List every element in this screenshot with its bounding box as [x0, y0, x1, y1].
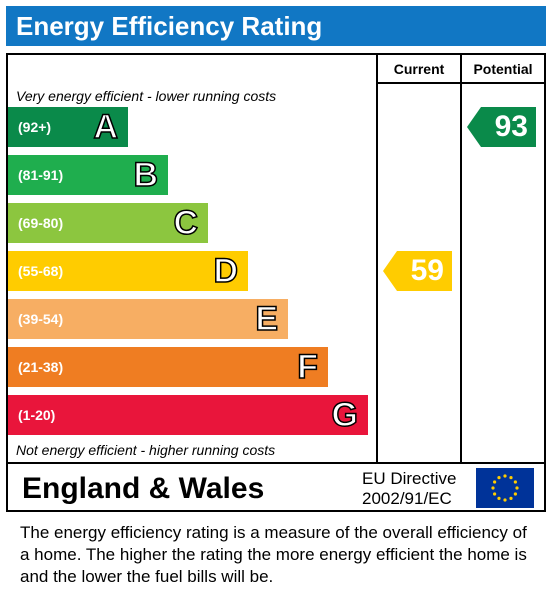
column-header-current: Current	[393, 61, 445, 77]
eu-star-icon	[493, 480, 497, 484]
rating-letter-c: C	[173, 203, 199, 243]
rating-bar-b: (81-91) B	[8, 155, 168, 195]
country-label: England & Wales	[22, 472, 265, 505]
rating-value-current: 59	[410, 254, 444, 287]
rating-range-d: (55-68)	[18, 263, 64, 279]
rating-letter-g: G	[331, 395, 359, 435]
eu-star-icon	[509, 476, 513, 480]
description: The energy efficiency rating is a measur…	[20, 523, 527, 586]
eu-star-icon	[491, 486, 495, 490]
rating-range-b: (81-91)	[18, 167, 64, 183]
directive-line-1: EU Directive	[362, 469, 457, 488]
eu-star-icon	[503, 474, 507, 478]
divider	[376, 82, 546, 84]
eu-star-icon	[513, 492, 517, 496]
eu-star-icon	[515, 486, 519, 490]
rating-bar-e: (39-54) E	[8, 299, 288, 339]
eu-star-icon	[503, 498, 507, 502]
column-header-potential: Potential	[473, 61, 533, 77]
eu-star-icon	[509, 496, 513, 500]
eu-star-icon	[513, 480, 517, 484]
rating-range-e: (39-54)	[18, 311, 64, 327]
eu-star-icon	[493, 492, 497, 496]
rating-range-a: (92+)	[18, 119, 52, 135]
rating-range-f: (21-38)	[18, 359, 64, 375]
rating-bar-a: (92+) A	[8, 107, 128, 147]
rating-letter-a: A	[93, 107, 119, 147]
rating-arrow-current: 59	[383, 251, 452, 291]
eu-star-icon	[497, 476, 501, 480]
rating-bar-g: (1-20) G	[8, 395, 368, 435]
rating-arrow-potential: 93	[467, 107, 536, 147]
directive-line-2: 2002/91/EC	[362, 489, 452, 508]
bottom-note: Not energy efficient - higher running co…	[16, 442, 276, 458]
divider	[460, 53, 462, 463]
rating-letter-f: F	[296, 347, 318, 387]
rating-table	[6, 53, 546, 512]
rating-range-g: (1-20)	[18, 407, 56, 423]
eu-star-icon	[497, 496, 501, 500]
eu-flag-icon	[476, 468, 534, 508]
rating-letter-d: D	[213, 251, 239, 291]
rating-letter-b: B	[133, 155, 159, 195]
rating-bar-d: (55-68) D	[8, 251, 248, 291]
divider	[6, 462, 546, 464]
rating-value-potential: 93	[494, 110, 528, 143]
rating-range-c: (69-80)	[18, 215, 64, 231]
divider	[376, 53, 378, 463]
page-title: Energy Efficiency Rating	[6, 6, 546, 46]
rating-bar-c: (69-80) C	[8, 203, 208, 243]
rating-bar-f: (21-38) F	[8, 347, 328, 387]
rating-letter-e: E	[255, 299, 279, 339]
top-note: Very energy efficient - lower running co…	[16, 88, 277, 104]
